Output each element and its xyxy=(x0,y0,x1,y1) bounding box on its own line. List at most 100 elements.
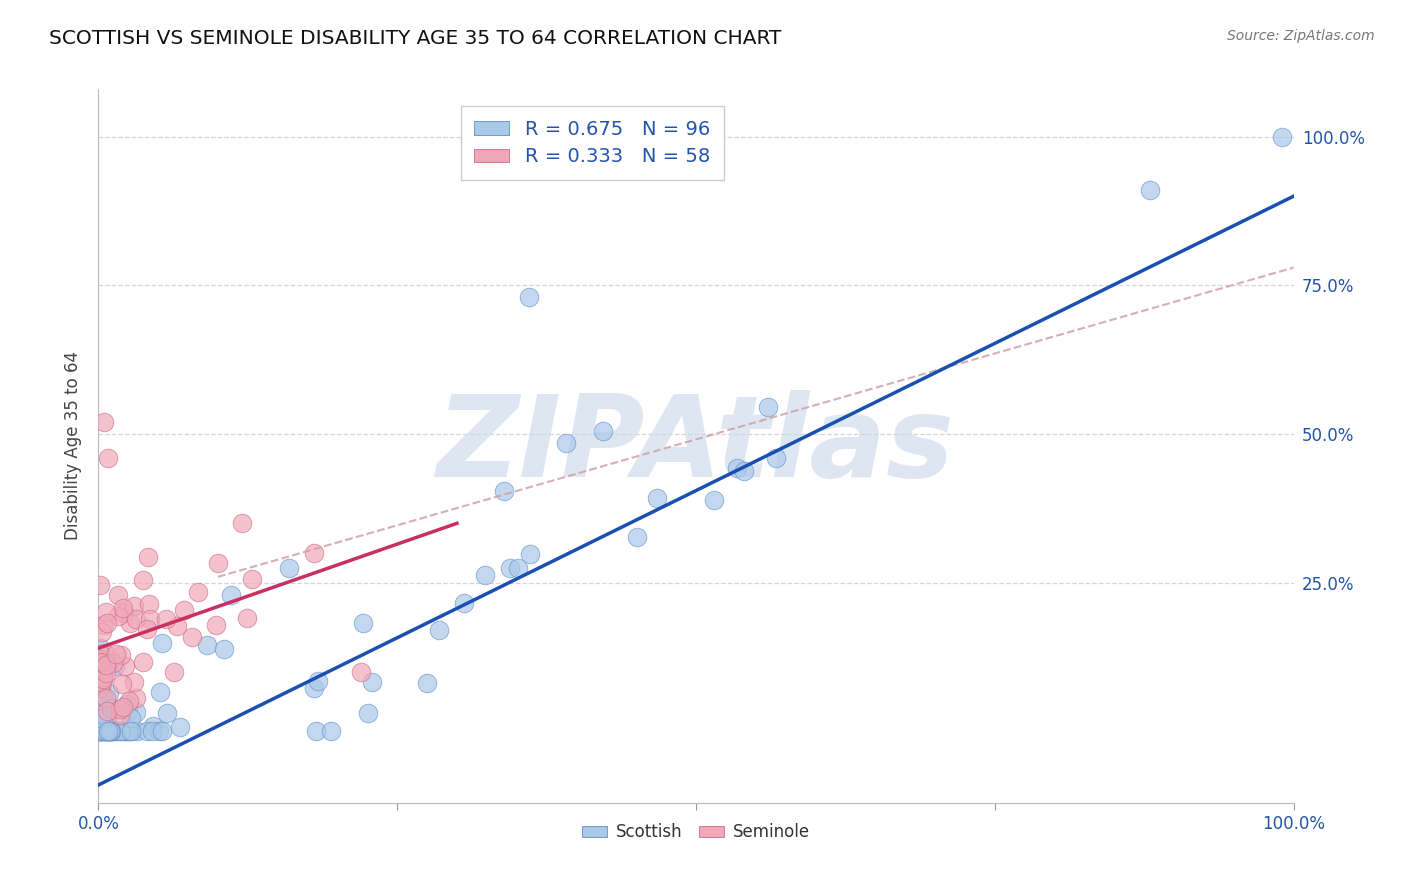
Point xyxy=(89,659,111,673)
Point xyxy=(162,665,184,679)
Point xyxy=(352,615,374,630)
Point xyxy=(91,723,114,738)
Point xyxy=(118,616,141,631)
Point xyxy=(104,723,127,738)
Point xyxy=(756,400,779,414)
Point xyxy=(91,670,114,684)
Point xyxy=(100,702,122,716)
Point xyxy=(132,656,155,670)
Point xyxy=(89,681,111,695)
Point xyxy=(93,617,115,632)
Point xyxy=(91,657,114,671)
Point xyxy=(350,665,373,679)
Point xyxy=(89,648,111,662)
Point xyxy=(474,568,496,582)
Point xyxy=(135,723,157,738)
Point xyxy=(96,615,118,630)
Point xyxy=(104,723,127,738)
Point xyxy=(96,704,118,718)
Point xyxy=(453,596,475,610)
Point xyxy=(94,666,117,681)
Point xyxy=(112,700,135,714)
Point xyxy=(115,697,138,711)
Point xyxy=(148,723,170,738)
Point xyxy=(125,690,148,705)
Point xyxy=(156,706,179,720)
Point xyxy=(725,461,748,475)
Point xyxy=(111,601,134,615)
Point xyxy=(127,723,149,738)
Point xyxy=(94,723,117,738)
Point xyxy=(111,677,134,691)
Point xyxy=(121,723,143,738)
Point xyxy=(122,599,145,613)
Point xyxy=(110,707,132,722)
Point xyxy=(645,491,668,506)
Point xyxy=(205,618,228,632)
Point xyxy=(96,605,118,619)
Point xyxy=(138,597,160,611)
Point xyxy=(155,612,177,626)
Point xyxy=(240,572,263,586)
Point xyxy=(150,636,173,650)
Point xyxy=(110,723,132,738)
Text: SCOTTISH VS SEMINOLE DISABILITY AGE 35 TO 64 CORRELATION CHART: SCOTTISH VS SEMINOLE DISABILITY AGE 35 T… xyxy=(49,29,782,47)
Point xyxy=(626,530,648,544)
Point xyxy=(221,588,243,602)
Point xyxy=(517,290,540,304)
Point xyxy=(90,679,112,693)
Point xyxy=(150,723,173,738)
Point xyxy=(703,492,725,507)
Point xyxy=(97,723,120,738)
Point xyxy=(120,723,142,738)
Point xyxy=(110,723,132,738)
Point xyxy=(733,464,755,478)
Point xyxy=(89,578,111,592)
Point xyxy=(1271,129,1294,144)
Point xyxy=(96,657,118,672)
Point xyxy=(97,723,120,738)
Point xyxy=(98,686,121,700)
Point xyxy=(114,659,136,673)
Point xyxy=(519,547,541,561)
Point xyxy=(277,561,299,575)
Point xyxy=(166,619,188,633)
Point xyxy=(120,711,142,725)
Point xyxy=(132,573,155,587)
Point xyxy=(118,694,141,708)
Point xyxy=(305,723,328,738)
Point xyxy=(117,723,139,738)
Point xyxy=(427,623,450,637)
Point xyxy=(97,723,120,738)
Point xyxy=(100,723,122,738)
Point xyxy=(207,557,229,571)
Point xyxy=(93,695,115,709)
Point xyxy=(492,484,515,499)
Point xyxy=(173,603,195,617)
Point xyxy=(89,655,111,669)
Point xyxy=(302,681,325,695)
Point xyxy=(307,673,329,688)
Point xyxy=(91,723,114,738)
Point xyxy=(89,723,111,738)
Point xyxy=(169,720,191,734)
Point xyxy=(141,723,163,738)
Point xyxy=(94,690,117,705)
Point xyxy=(89,651,111,665)
Point xyxy=(136,622,159,636)
Point xyxy=(94,723,117,738)
Point xyxy=(107,588,129,602)
Point xyxy=(181,630,204,644)
Point xyxy=(114,723,136,738)
Y-axis label: Disability Age 35 to 64: Disability Age 35 to 64 xyxy=(65,351,83,541)
Legend: Scottish, Seminole: Scottish, Seminole xyxy=(576,817,815,848)
Point xyxy=(91,672,114,686)
Point xyxy=(592,424,614,438)
Point xyxy=(110,648,132,662)
Point xyxy=(361,675,384,690)
Point xyxy=(104,659,127,673)
Point xyxy=(136,550,159,565)
Point xyxy=(100,701,122,715)
Point xyxy=(101,656,124,670)
Point xyxy=(554,436,576,450)
